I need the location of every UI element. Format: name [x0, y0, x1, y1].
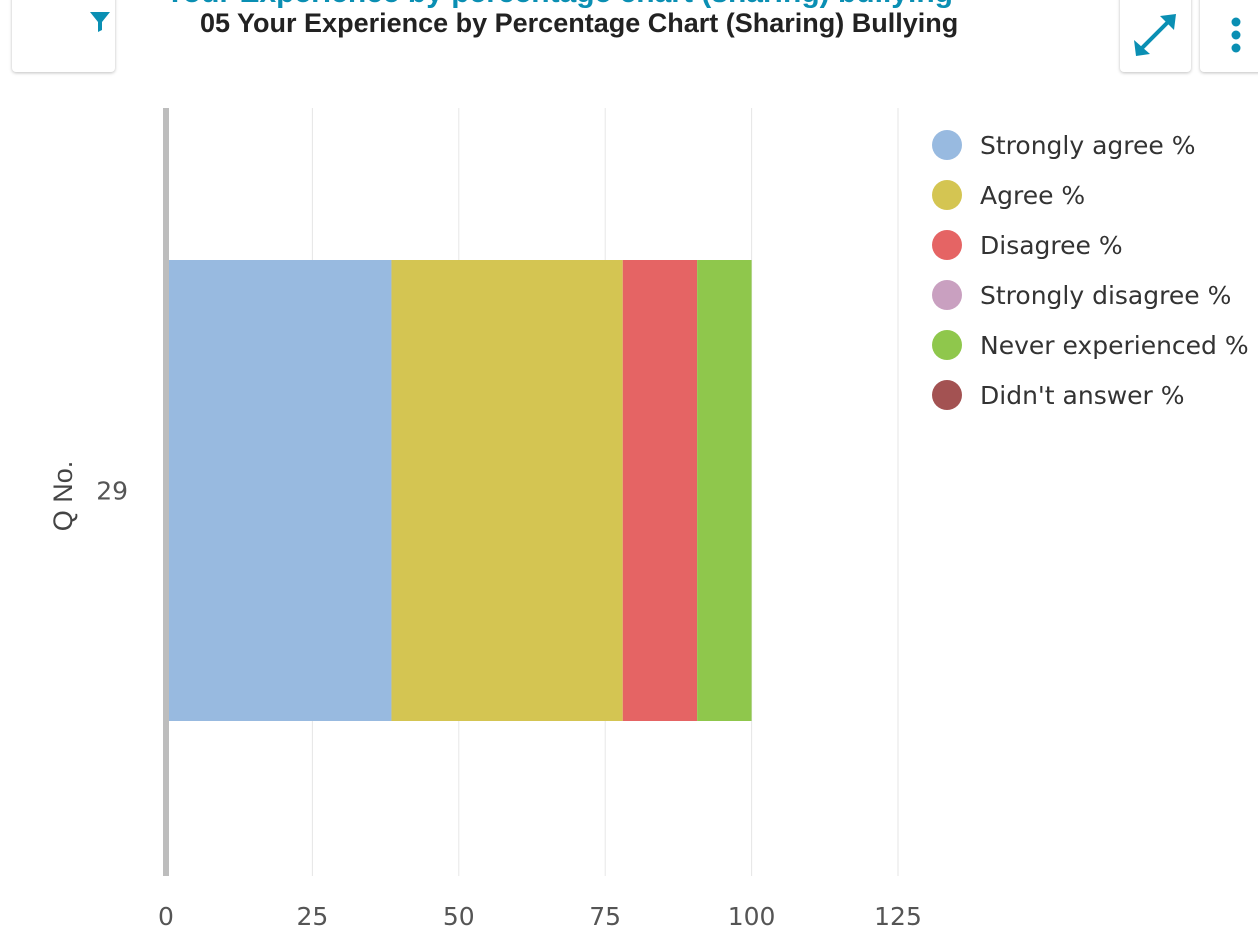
legend-item[interactable]: Never experienced % — [932, 320, 1249, 370]
legend-swatch — [932, 180, 962, 210]
bar-segment — [622, 260, 698, 721]
expand-icon — [1134, 14, 1176, 56]
legend-label: Disagree % — [980, 230, 1123, 260]
legend-item[interactable]: Strongly agree % — [932, 120, 1249, 170]
bar-segment — [697, 260, 752, 721]
filter-icon — [90, 12, 110, 32]
more-vertical-icon — [1231, 17, 1241, 53]
chart-title-behind: Your Experience by percentage chart (sha… — [165, 0, 953, 10]
x-tick-label: 125 — [874, 902, 920, 929]
more-options-button[interactable] — [1200, 0, 1258, 72]
category-label: 29 — [96, 477, 128, 506]
legend-item[interactable]: Strongly disagree % — [932, 270, 1249, 320]
legend-label: Agree % — [980, 180, 1086, 210]
legend-label: Strongly disagree % — [980, 280, 1232, 310]
y-axis-title: Q No. — [48, 461, 78, 532]
legend-label: Strongly agree % — [980, 130, 1196, 160]
x-tick-label: 25 — [296, 902, 328, 929]
expand-button[interactable] — [1120, 0, 1191, 72]
legend-swatch — [932, 130, 962, 160]
legend-swatch — [932, 330, 962, 360]
legend-item[interactable]: Agree % — [932, 170, 1249, 220]
x-tick-label: 50 — [443, 902, 475, 929]
chart-legend: Strongly agree % Agree % Disagree % Strongl… — [932, 120, 1249, 420]
chart-title: 05 Your Experience by Percentage Chart (… — [200, 8, 959, 38]
x-tick-label: 75 — [589, 902, 621, 929]
legend-swatch — [932, 230, 962, 260]
bar-segment — [391, 260, 623, 721]
bar-segment — [166, 260, 392, 721]
x-tick-label: 0 — [158, 902, 174, 929]
legend-swatch — [932, 280, 962, 310]
legend-label: Didn't answer % — [980, 380, 1185, 410]
legend-item[interactable]: Disagree % — [932, 220, 1249, 270]
bar-chart: 29 0 25 50 75 100 125 Q No. — [48, 108, 920, 929]
legend-label: Never experienced % — [980, 330, 1249, 360]
legend-swatch — [932, 380, 962, 410]
legend-item[interactable]: Didn't answer % — [932, 370, 1249, 420]
filter-button[interactable] — [12, 0, 115, 72]
x-tick-label: 100 — [728, 902, 776, 929]
